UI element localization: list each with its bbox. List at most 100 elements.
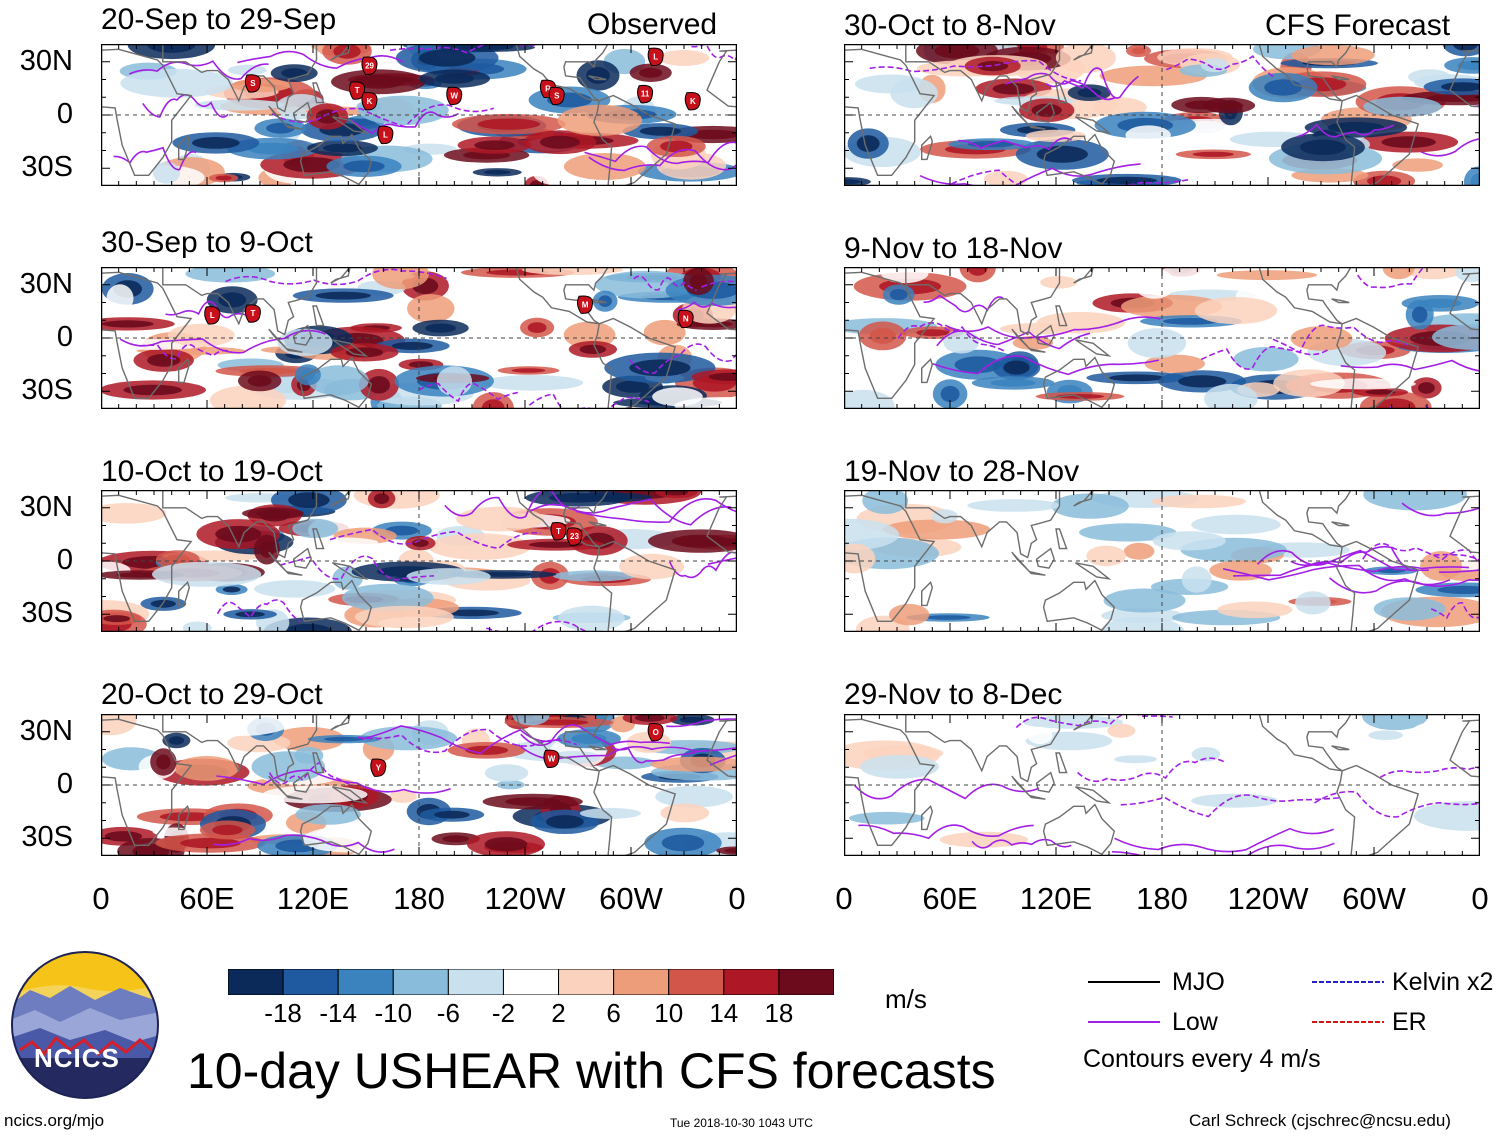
colorbar-tick-label: -2: [491, 998, 516, 1028]
forecast-label: CFS Forecast: [1265, 9, 1451, 42]
low-contour: [944, 316, 1161, 339]
anomaly-core: [889, 289, 908, 301]
low-contour: [361, 725, 561, 755]
anomaly-cell: [1055, 44, 1116, 73]
coastline: [1449, 495, 1480, 554]
anomaly-core: [1163, 317, 1219, 325]
anomaly-core: [634, 714, 665, 722]
anomaly-cell: [1000, 323, 1069, 335]
storm-marker: T: [349, 81, 366, 100]
low-contour: [897, 322, 1006, 353]
anomaly-core: [1214, 101, 1244, 110]
anomaly-cell: [372, 267, 429, 290]
anomaly-cell: [295, 804, 361, 825]
coastline: [593, 317, 677, 409]
anomaly-cell: [1191, 514, 1281, 535]
fcst-panel-1-map: [844, 44, 1480, 186]
coastline: [1055, 752, 1068, 774]
anomaly-core: [856, 135, 880, 152]
storm-marker: 23: [566, 527, 583, 546]
anomaly-core: [1192, 151, 1234, 157]
anomaly-cell: [1086, 545, 1126, 567]
anomaly-cell: [1409, 722, 1452, 749]
coastline: [332, 339, 369, 357]
obs-panel-1-title: 20-Sep to 29-Sep: [101, 3, 337, 36]
coastline: [844, 718, 936, 847]
anomaly-cell: [222, 44, 316, 60]
storm-id: O: [653, 728, 659, 737]
anomaly-core: [434, 810, 470, 819]
anomaly-cell: [1176, 343, 1256, 355]
anomaly-cell: [1112, 835, 1198, 856]
y-tick-label: 0: [56, 321, 73, 353]
low-contour: [1077, 757, 1225, 783]
anomaly-core: [425, 323, 456, 333]
y-tick-label: 30S: [21, 151, 73, 184]
anomaly-core: [215, 175, 232, 181]
y-tick-label: 30S: [21, 374, 73, 407]
anomaly-core: [967, 267, 988, 276]
anomaly-core: [481, 399, 505, 409]
anomaly-core: [343, 160, 385, 173]
anomaly-cell: [1226, 319, 1282, 341]
coastline: [312, 305, 325, 327]
anomaly-cell: [354, 605, 454, 629]
anomaly-cell: [844, 389, 895, 409]
anomaly-cell: [658, 50, 710, 66]
coastline: [330, 490, 351, 507]
obs-panel-4-title: 20-Oct to 29-Oct: [101, 678, 323, 711]
coastline: [1331, 521, 1350, 527]
anomaly-core: [484, 837, 528, 852]
low-contour: [1430, 601, 1480, 620]
coastline: [905, 267, 1061, 336]
x-tick-label: 120W: [484, 881, 566, 916]
legend-label-mjo: MJO: [1172, 968, 1225, 996]
y-tick-label: 30S: [21, 597, 73, 630]
low-contour: [858, 824, 1034, 840]
storm-id: N: [683, 314, 689, 323]
coastline: [1011, 105, 1046, 130]
coastline: [1258, 267, 1352, 325]
anomaly-core: [215, 525, 262, 543]
anomaly-core: [368, 376, 390, 394]
coastline: [332, 116, 369, 134]
anomaly-core: [844, 179, 861, 185]
anomaly-core: [247, 142, 298, 155]
coastline: [101, 494, 193, 623]
anomaly-core: [505, 797, 561, 806]
storm-marker: M: [576, 295, 594, 314]
coastline: [1258, 490, 1352, 548]
anomaly-cell: [939, 831, 1028, 848]
coastline: [268, 105, 303, 130]
low-contour: [971, 838, 1072, 849]
coastline: [515, 490, 609, 548]
storm-id: S: [554, 91, 560, 100]
anomaly-cell: [844, 822, 882, 834]
coastline: [292, 771, 312, 793]
footer-url[interactable]: ncics.org/mjo: [4, 1111, 105, 1130]
anomaly-core: [255, 510, 290, 517]
legend-label-low: Low: [1172, 1008, 1218, 1036]
anomaly-cell: [943, 329, 980, 354]
low-contour: [1313, 790, 1480, 818]
coastline: [312, 528, 325, 550]
fcst-panel-2-title: 9-Nov to 18-Nov: [844, 232, 1063, 265]
coastline: [905, 714, 1061, 783]
anomaly-cell: [1362, 714, 1428, 731]
anomaly-core: [592, 494, 635, 500]
low-contour: [225, 268, 447, 286]
coastline: [588, 75, 607, 81]
y-tick-label: 0: [56, 98, 73, 130]
anomaly-cell: [579, 807, 641, 819]
legend-label-er: ER: [1392, 1008, 1427, 1036]
low-contour: [610, 746, 699, 764]
coastline: [1011, 775, 1046, 800]
storm-marker: 11: [637, 84, 654, 104]
low-contour: [529, 498, 732, 526]
colorbar-tick-label: 2: [551, 998, 566, 1028]
anomaly-core: [352, 75, 405, 89]
anomaly-cell: [1363, 490, 1467, 511]
anomaly-core: [1381, 136, 1436, 148]
x-tick-label: 120E: [1019, 881, 1093, 916]
